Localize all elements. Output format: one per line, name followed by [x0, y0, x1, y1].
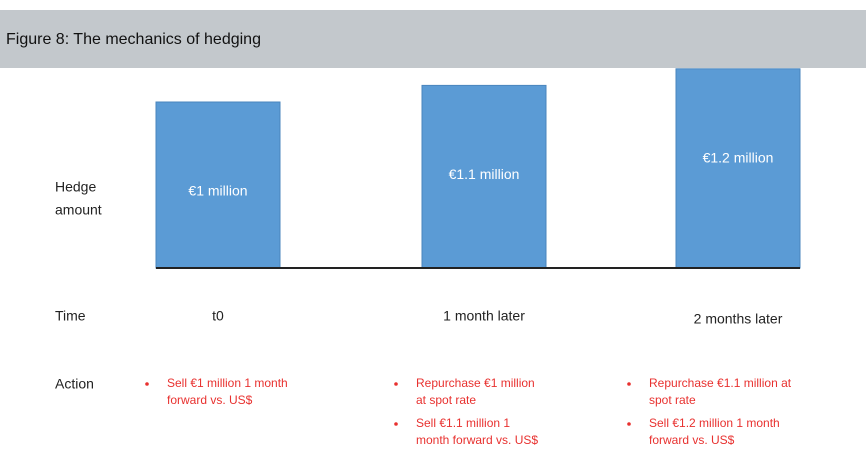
action-text: spot rate — [649, 393, 696, 407]
bullet — [145, 382, 149, 386]
category-label: 1 month later — [443, 308, 525, 324]
action-text: Sell €1.2 million 1 month — [649, 416, 780, 430]
bar-label: €1.2 million — [703, 150, 774, 166]
y-label: Hedge — [55, 179, 96, 195]
bar-label: €1 million — [188, 183, 247, 199]
bar — [675, 68, 801, 269]
category-label: 2 months later — [694, 311, 783, 327]
bar — [421, 84, 547, 269]
bar — [155, 101, 281, 269]
action-text: Repurchase €1.1 million at — [649, 376, 792, 390]
action-text: Sell €1.1 million 1 — [416, 416, 510, 430]
action-text: forward vs. US$ — [649, 433, 735, 447]
action-label: Action — [55, 376, 94, 392]
action-text: Sell €1 million 1 month — [167, 376, 288, 390]
bullet — [627, 382, 631, 386]
x-label: Time — [55, 308, 86, 324]
action-text: month forward vs. US$ — [416, 433, 538, 447]
header-band — [0, 10, 866, 68]
action-text: forward vs. US$ — [167, 393, 253, 407]
action-text: at spot rate — [416, 393, 476, 407]
bullet — [394, 422, 398, 426]
figure-title: Figure 8: The mechanics of hedging — [6, 31, 261, 48]
action-text: Repurchase €1 million — [416, 376, 535, 390]
category-label: t0 — [212, 308, 224, 324]
bar-label: €1.1 million — [449, 166, 520, 182]
bullet — [394, 382, 398, 386]
bullet — [627, 422, 631, 426]
y-label: amount — [55, 202, 102, 218]
